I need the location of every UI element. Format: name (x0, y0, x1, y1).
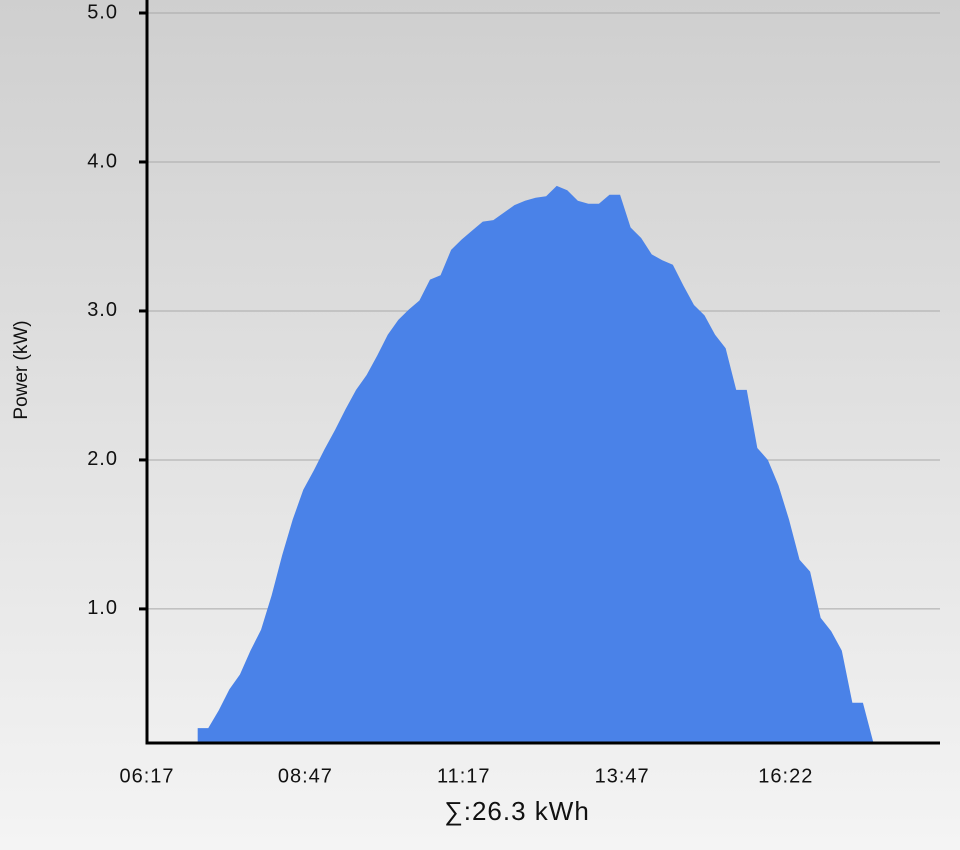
y-tick-label: 5.0 (87, 1, 118, 23)
x-tick-label: 11:17 (437, 765, 491, 787)
total-energy: ∑:26.3 kWh (444, 796, 590, 826)
x-tick-label: 16:22 (758, 765, 813, 787)
y-tick-label: 1.0 (87, 597, 118, 619)
plot (197, 185, 874, 743)
axes: 1.0 2.0 3.0 4.0 5.0 06:17 08:47 11:17 13:47 16:22 (87, 0, 940, 787)
x-tick-label: 08:47 (278, 765, 333, 787)
y-tick-label: 3.0 (87, 299, 118, 321)
x-tick-label: 06:17 (119, 765, 174, 787)
y-axis-label: Power (kW) (11, 320, 32, 419)
power-area (197, 185, 874, 743)
y-tick-label: 2.0 (87, 448, 118, 470)
x-tick-label: 13:47 (595, 765, 650, 787)
y-tick-label: 4.0 (87, 150, 118, 172)
